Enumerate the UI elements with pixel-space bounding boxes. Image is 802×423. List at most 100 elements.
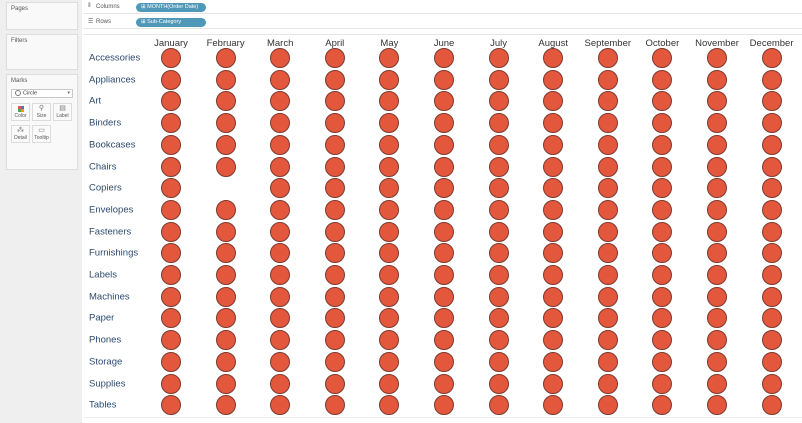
circle-mark[interactable] <box>161 373 181 394</box>
circle-mark[interactable] <box>597 395 618 416</box>
circle-mark[interactable] <box>761 178 782 199</box>
circle-mark[interactable] <box>161 69 181 90</box>
circle-mark[interactable] <box>434 178 454 199</box>
circle-mark[interactable] <box>161 286 181 307</box>
circle-mark[interactable] <box>543 265 564 285</box>
circle-mark[interactable] <box>215 199 236 220</box>
columns-pill[interactable]: ⊞ MONTH(Order Date) <box>136 3 206 12</box>
circle-mark[interactable] <box>597 91 618 112</box>
circle-mark[interactable] <box>434 69 454 90</box>
circle-mark[interactable] <box>597 265 618 285</box>
circle-mark[interactable] <box>597 156 618 177</box>
circle-mark[interactable] <box>597 113 618 134</box>
circle-mark[interactable] <box>761 286 782 307</box>
circle-mark[interactable] <box>652 69 673 90</box>
circle-mark[interactable] <box>270 48 291 68</box>
circle-mark[interactable] <box>270 91 291 112</box>
circle-mark[interactable] <box>434 351 454 372</box>
circle-mark[interactable] <box>379 308 400 329</box>
circle-mark[interactable] <box>652 330 673 351</box>
circle-mark[interactable] <box>270 178 291 199</box>
circle-mark[interactable] <box>543 156 564 177</box>
circle-mark[interactable] <box>707 91 727 112</box>
circle-mark[interactable] <box>761 373 782 394</box>
circle-mark[interactable] <box>379 113 400 134</box>
circle-mark[interactable] <box>270 69 291 90</box>
circle-mark[interactable] <box>488 351 509 372</box>
circle-mark[interactable] <box>488 243 509 264</box>
circle-mark[interactable] <box>761 69 782 90</box>
circle-mark[interactable] <box>379 156 400 177</box>
circle-mark[interactable] <box>215 221 236 242</box>
circle-mark[interactable] <box>434 243 454 264</box>
circle-mark[interactable] <box>215 330 236 351</box>
circle-mark[interactable] <box>215 373 236 394</box>
circle-mark[interactable] <box>215 395 236 416</box>
circle-mark[interactable] <box>215 156 236 177</box>
circle-mark[interactable] <box>434 156 454 177</box>
circle-mark[interactable] <box>324 395 345 416</box>
circle-mark[interactable] <box>215 134 236 155</box>
circle-mark[interactable] <box>324 156 345 177</box>
circle-mark[interactable] <box>597 221 618 242</box>
circle-mark[interactable] <box>652 199 673 220</box>
circle-mark[interactable] <box>379 199 400 220</box>
circle-mark[interactable] <box>270 113 291 134</box>
circle-mark[interactable] <box>270 156 291 177</box>
circle-mark[interactable] <box>652 351 673 372</box>
circle-mark[interactable] <box>597 178 618 199</box>
circle-mark[interactable] <box>434 373 454 394</box>
circle-mark[interactable] <box>543 221 564 242</box>
circle-mark[interactable] <box>270 221 291 242</box>
circle-mark[interactable] <box>488 308 509 329</box>
circle-mark[interactable] <box>379 221 400 242</box>
columns-shelf[interactable]: ⦀ Columns ⊞ MONTH(Order Date) <box>84 2 802 14</box>
circle-mark[interactable] <box>379 91 400 112</box>
circle-mark[interactable] <box>270 134 291 155</box>
circle-mark[interactable] <box>270 308 291 329</box>
circle-mark[interactable] <box>707 308 727 329</box>
circle-mark[interactable] <box>324 199 345 220</box>
circle-mark[interactable] <box>488 199 509 220</box>
mark-type-dropdown[interactable]: Circle ▾ <box>11 89 73 98</box>
label-button[interactable]: ▤ Label <box>53 103 72 121</box>
circle-mark[interactable] <box>543 243 564 264</box>
circle-mark[interactable] <box>652 373 673 394</box>
circle-mark[interactable] <box>761 330 782 351</box>
circle-mark[interactable] <box>707 373 727 394</box>
circle-mark[interactable] <box>434 286 454 307</box>
circle-mark[interactable] <box>652 395 673 416</box>
circle-mark[interactable] <box>161 265 181 285</box>
circle-mark[interactable] <box>761 243 782 264</box>
circle-mark[interactable] <box>597 134 618 155</box>
circle-mark[interactable] <box>652 91 673 112</box>
circle-mark[interactable] <box>161 351 181 372</box>
circle-mark[interactable] <box>488 48 509 68</box>
circle-mark[interactable] <box>270 373 291 394</box>
circle-mark[interactable] <box>652 308 673 329</box>
circle-mark[interactable] <box>761 308 782 329</box>
circle-mark[interactable] <box>324 308 345 329</box>
circle-mark[interactable] <box>324 351 345 372</box>
color-button[interactable]: Color <box>11 103 30 121</box>
circle-mark[interactable] <box>161 308 181 329</box>
circle-mark[interactable] <box>652 243 673 264</box>
circle-mark[interactable] <box>488 69 509 90</box>
circle-mark[interactable] <box>488 156 509 177</box>
circle-mark[interactable] <box>543 199 564 220</box>
circle-mark[interactable] <box>597 48 618 68</box>
circle-mark[interactable] <box>707 113 727 134</box>
circle-mark[interactable] <box>488 113 509 134</box>
circle-mark[interactable] <box>761 91 782 112</box>
circle-mark[interactable] <box>597 199 618 220</box>
circle-mark[interactable] <box>707 221 727 242</box>
circle-mark[interactable] <box>707 351 727 372</box>
circle-mark[interactable] <box>488 134 509 155</box>
circle-mark[interactable] <box>597 308 618 329</box>
circle-mark[interactable] <box>652 156 673 177</box>
circle-mark[interactable] <box>761 395 782 416</box>
circle-mark[interactable] <box>543 178 564 199</box>
circle-mark[interactable] <box>379 243 400 264</box>
tooltip-button[interactable]: ▭ Tooltip <box>32 125 51 143</box>
circle-mark[interactable] <box>161 199 181 220</box>
